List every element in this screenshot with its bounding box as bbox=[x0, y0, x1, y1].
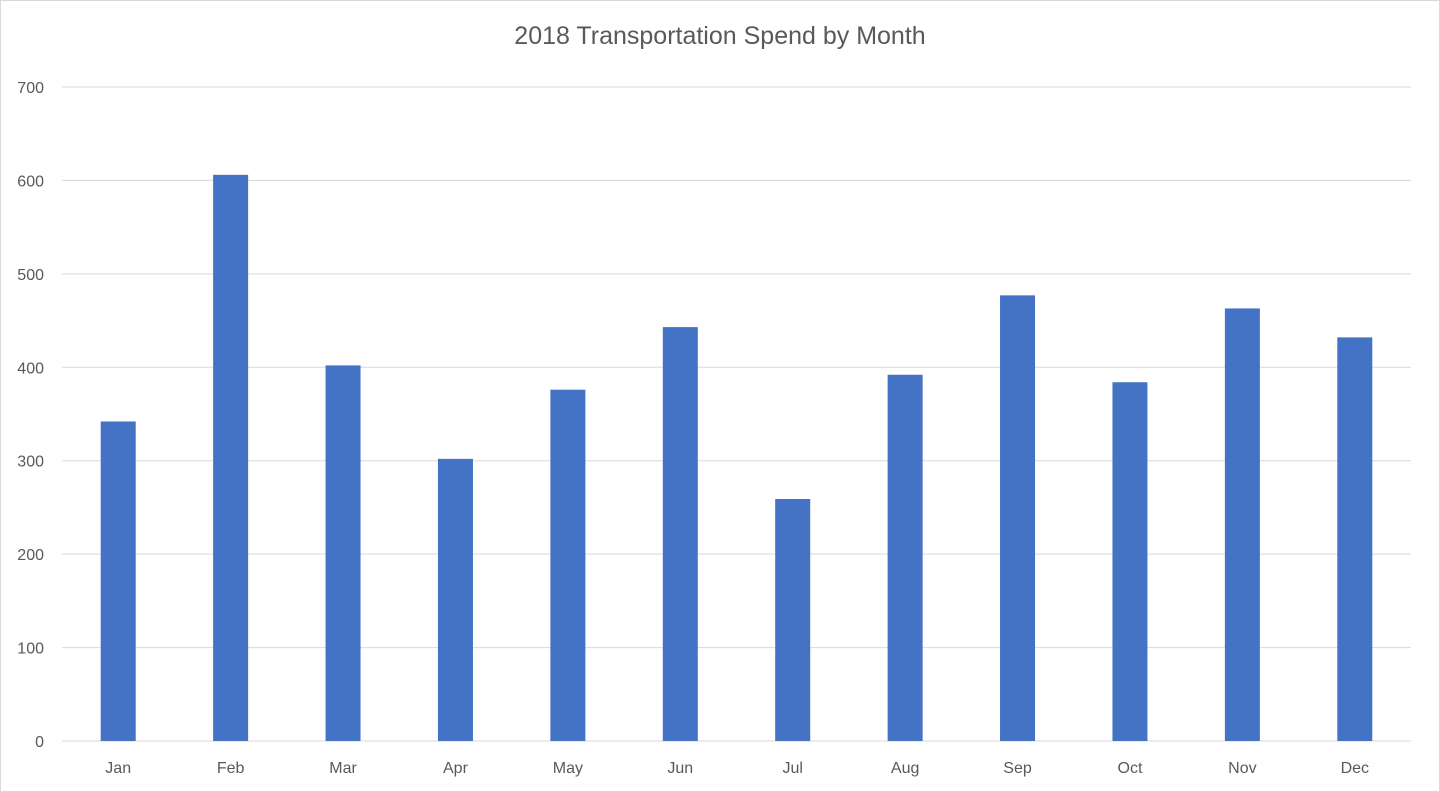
x-tick-label: Jan bbox=[105, 760, 131, 777]
gridlines bbox=[62, 86, 1411, 742]
y-tick-label: 200 bbox=[17, 547, 44, 564]
y-tick-label: 100 bbox=[17, 641, 44, 658]
bar-nov bbox=[1224, 308, 1260, 741]
y-axis-tick-labels: 0 100 200 300 400 500 600 700 bbox=[17, 80, 44, 751]
x-tick-label: Aug bbox=[891, 760, 919, 777]
bar-mar bbox=[325, 365, 361, 741]
x-tick-label: Sep bbox=[1003, 760, 1032, 777]
bars bbox=[100, 174, 1373, 741]
x-tick-label: May bbox=[553, 760, 583, 777]
bar-jul bbox=[775, 499, 811, 741]
x-tick-label: Oct bbox=[1118, 760, 1143, 777]
y-tick-label: 0 bbox=[35, 734, 44, 751]
bar-aug bbox=[887, 374, 923, 741]
bar-dec bbox=[1337, 337, 1373, 741]
x-tick-label: Jul bbox=[782, 760, 802, 777]
x-tick-label: Apr bbox=[443, 760, 469, 777]
y-tick-label: 500 bbox=[17, 267, 44, 284]
y-tick-label: 400 bbox=[17, 360, 44, 377]
x-tick-label: Jun bbox=[667, 760, 693, 777]
y-tick-label: 600 bbox=[17, 173, 44, 190]
bar-jan bbox=[100, 421, 136, 741]
y-tick-label: 700 bbox=[17, 80, 44, 97]
x-tick-label: Dec bbox=[1341, 760, 1369, 777]
y-tick-label: 300 bbox=[17, 454, 44, 471]
bar-oct bbox=[1112, 382, 1148, 741]
x-tick-label: Feb bbox=[217, 760, 245, 777]
bar-may bbox=[550, 389, 586, 741]
chart-title: 2018 Transportation Spend by Month bbox=[514, 22, 926, 50]
x-tick-label: Mar bbox=[329, 760, 357, 777]
bar-apr bbox=[437, 458, 473, 741]
bar-sep bbox=[1000, 295, 1036, 741]
bar-jun bbox=[662, 327, 698, 741]
bar-feb bbox=[213, 174, 249, 741]
x-axis-tick-labels: Jan Feb Mar Apr May Jun Jul Aug Sep Oct Nov Dec bbox=[105, 760, 1369, 777]
x-tick-label: Nov bbox=[1228, 760, 1256, 777]
